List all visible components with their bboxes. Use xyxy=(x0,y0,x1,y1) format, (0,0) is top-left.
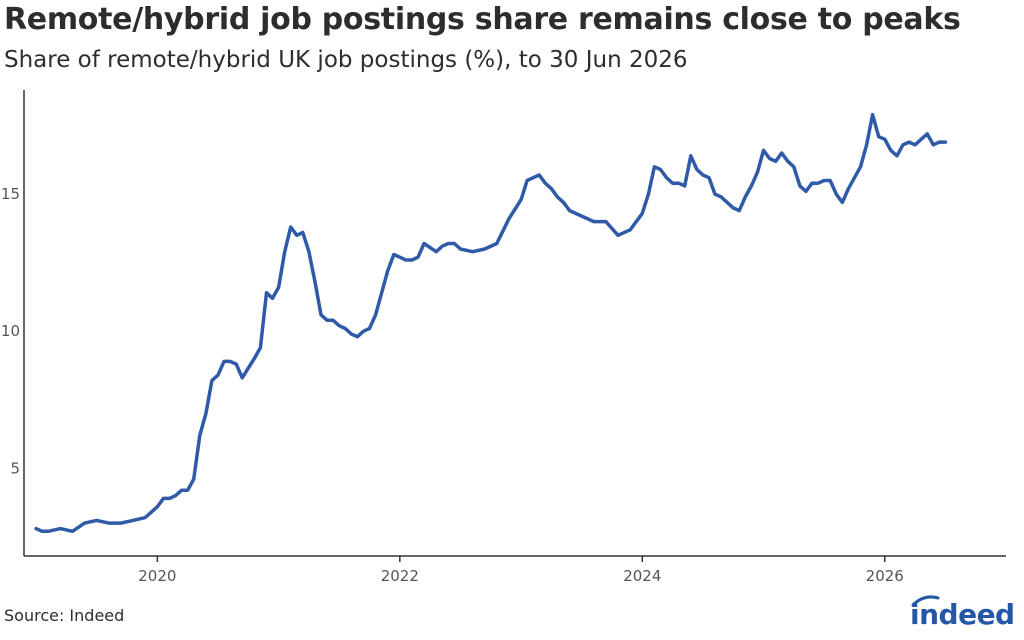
logo-wordmark: indeed xyxy=(910,598,1015,631)
logo-swoosh-icon xyxy=(911,595,940,607)
chart-subtitle: Share of remote/hybrid UK job postings (… xyxy=(4,47,688,73)
source-note: Source: Indeed xyxy=(4,606,125,625)
y-tick-label: 10 xyxy=(1,322,20,340)
x-axis-ticks: 2020 2022 2024 2026 xyxy=(138,556,904,585)
series-line xyxy=(34,112,948,534)
y-axis-ticks: 5 10 15 xyxy=(1,185,20,477)
x-tick-label: 2026 xyxy=(866,567,904,585)
line-chart: 5 10 15 2020 2022 2024 2026 xyxy=(1,90,1006,585)
x-tick-label: 2020 xyxy=(138,567,176,585)
indeed-logo: indeed xyxy=(908,592,1020,636)
x-tick-label: 2022 xyxy=(381,567,419,585)
y-tick-label: 5 xyxy=(10,459,20,477)
chart-title: Remote/hybrid job postings share remains… xyxy=(4,2,961,37)
y-tick-label: 15 xyxy=(1,185,20,203)
x-tick-label: 2024 xyxy=(623,567,661,585)
